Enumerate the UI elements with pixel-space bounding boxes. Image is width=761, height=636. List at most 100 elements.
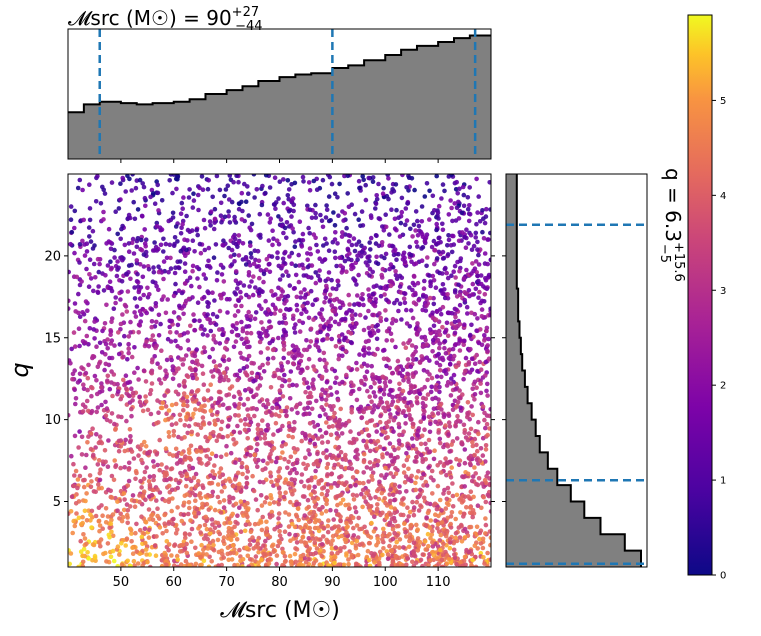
scatter-point bbox=[267, 261, 272, 267]
scatter-point bbox=[383, 286, 389, 292]
scatter-point bbox=[430, 528, 435, 534]
scatter-point bbox=[305, 365, 310, 371]
scatter-point bbox=[196, 207, 201, 213]
scatter-point bbox=[116, 448, 122, 454]
scatter-point bbox=[461, 422, 467, 428]
scatter-point bbox=[254, 187, 260, 192]
scatter-point bbox=[419, 219, 425, 224]
scatter-point bbox=[202, 522, 208, 528]
scatter-point bbox=[166, 408, 172, 413]
scatter-point bbox=[324, 420, 329, 425]
scatter-point bbox=[423, 235, 429, 240]
scatter-point bbox=[410, 315, 416, 321]
scatter-point bbox=[185, 338, 191, 343]
scatter-point bbox=[426, 465, 431, 470]
scatter-point bbox=[389, 402, 394, 408]
scatter-point bbox=[255, 541, 261, 547]
scatter-point bbox=[257, 365, 263, 371]
scatter-point bbox=[392, 447, 397, 453]
scatter-point bbox=[157, 437, 162, 443]
scatter-point bbox=[370, 372, 375, 378]
scatter-point bbox=[378, 483, 383, 489]
scatter-point bbox=[72, 208, 78, 214]
scatter-point bbox=[163, 241, 169, 247]
scatter-point bbox=[308, 288, 314, 294]
scatter-point bbox=[248, 330, 254, 336]
scatter-point bbox=[97, 477, 103, 483]
scatter-point bbox=[237, 368, 243, 374]
scatter-point bbox=[290, 226, 295, 231]
scatter-point bbox=[345, 174, 351, 179]
scatter-point bbox=[380, 266, 386, 272]
scatter-point bbox=[294, 302, 300, 308]
scatter-point bbox=[84, 398, 90, 404]
scatter-point bbox=[128, 276, 133, 282]
scatter-point bbox=[270, 293, 276, 298]
scatter-point bbox=[312, 490, 318, 495]
scatter-point bbox=[446, 233, 451, 238]
scatter-point bbox=[221, 535, 227, 540]
scatter-point bbox=[163, 310, 169, 316]
scatter-point bbox=[217, 187, 223, 193]
scatter-point bbox=[418, 557, 424, 563]
scatter-point bbox=[133, 314, 139, 319]
scatter-point bbox=[327, 174, 333, 180]
scatter-point bbox=[483, 359, 489, 365]
scatter-point bbox=[283, 332, 289, 338]
scatter-point bbox=[390, 370, 396, 376]
scatter-point bbox=[361, 438, 366, 444]
scatter-point bbox=[454, 419, 459, 425]
scatter-point bbox=[101, 209, 106, 215]
scatter-point bbox=[400, 367, 406, 373]
scatter-point bbox=[246, 386, 252, 392]
scatter-point bbox=[261, 271, 267, 277]
scatter-point bbox=[390, 559, 396, 564]
scatter-point bbox=[364, 490, 369, 496]
scatter-point bbox=[79, 521, 84, 527]
scatter-point bbox=[126, 350, 131, 356]
scatter-point bbox=[236, 413, 241, 418]
scatter-point bbox=[424, 263, 429, 269]
scatter-point bbox=[146, 535, 152, 540]
scatter-point bbox=[175, 557, 180, 562]
scatter-point bbox=[212, 422, 218, 427]
scatter-point bbox=[195, 276, 200, 281]
scatter-point bbox=[354, 493, 360, 498]
scatter-point bbox=[443, 456, 448, 461]
scatter-point bbox=[418, 441, 424, 447]
scatter-point bbox=[429, 532, 435, 537]
scatter-point bbox=[187, 275, 193, 281]
scatter-point bbox=[125, 380, 131, 386]
scatter-point bbox=[315, 496, 321, 502]
scatter-point bbox=[287, 396, 293, 401]
scatter-point bbox=[426, 543, 431, 549]
scatter-point bbox=[280, 546, 285, 552]
scatter-point bbox=[199, 174, 205, 179]
scatter-point bbox=[322, 300, 327, 305]
scatter-point bbox=[348, 331, 354, 336]
scatter-point bbox=[287, 283, 293, 288]
scatter-point bbox=[184, 213, 189, 219]
scatter-point bbox=[202, 409, 208, 414]
scatter-point bbox=[328, 316, 334, 321]
scatter-point bbox=[115, 259, 120, 264]
scatter-point bbox=[307, 525, 313, 531]
scatter-point bbox=[226, 417, 232, 423]
scatter-point bbox=[340, 497, 346, 503]
scatter-point bbox=[415, 527, 421, 532]
scatter-point bbox=[215, 482, 221, 487]
scatter-point bbox=[96, 505, 102, 511]
scatter-point bbox=[177, 259, 183, 264]
scatter-point bbox=[394, 276, 400, 282]
scatter-point bbox=[299, 311, 304, 317]
scatter-point bbox=[306, 180, 312, 185]
scatter-point bbox=[375, 438, 381, 444]
scatter-point bbox=[263, 190, 268, 196]
scatter-point bbox=[299, 244, 305, 249]
scatter-point bbox=[169, 466, 175, 471]
scatter-point bbox=[383, 251, 389, 257]
scatter-point bbox=[77, 343, 82, 349]
scatter-point bbox=[143, 237, 149, 242]
scatter-point bbox=[414, 475, 419, 480]
scatter-point bbox=[294, 470, 300, 476]
